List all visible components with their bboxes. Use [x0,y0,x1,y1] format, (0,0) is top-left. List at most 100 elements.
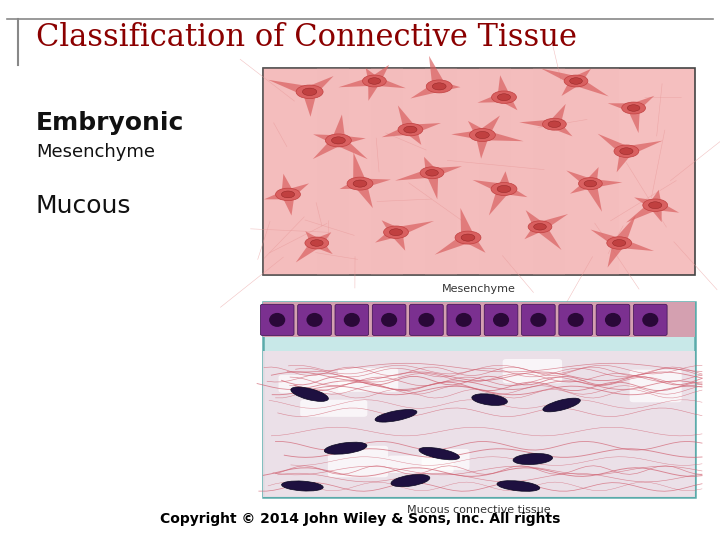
Ellipse shape [543,398,580,412]
Polygon shape [338,135,366,145]
Polygon shape [460,208,474,238]
Ellipse shape [513,454,552,464]
Text: Classification of Connective Tissue: Classification of Connective Tissue [36,22,577,52]
FancyBboxPatch shape [328,446,388,477]
Ellipse shape [391,475,430,487]
Ellipse shape [310,240,323,246]
Polygon shape [398,105,416,131]
FancyBboxPatch shape [263,68,349,275]
Polygon shape [284,184,309,198]
Polygon shape [334,137,368,159]
Polygon shape [268,80,312,97]
Ellipse shape [404,126,417,133]
Polygon shape [649,190,662,206]
FancyBboxPatch shape [335,304,369,335]
Ellipse shape [282,481,323,491]
Polygon shape [585,183,602,212]
FancyBboxPatch shape [263,302,695,338]
Polygon shape [482,130,523,141]
Ellipse shape [420,167,444,179]
Ellipse shape [614,145,639,157]
Text: Mucous connective tissue: Mucous connective tissue [407,505,551,515]
Polygon shape [312,137,343,159]
Polygon shape [451,130,482,140]
Ellipse shape [426,170,438,176]
Ellipse shape [343,313,360,327]
Polygon shape [608,103,634,112]
Polygon shape [475,135,490,159]
FancyBboxPatch shape [297,304,331,335]
Polygon shape [305,76,333,96]
Ellipse shape [570,78,582,84]
Polygon shape [431,166,462,177]
FancyBboxPatch shape [447,304,480,335]
Polygon shape [626,201,659,222]
Ellipse shape [398,124,423,136]
Polygon shape [435,233,472,255]
Ellipse shape [469,129,495,141]
Polygon shape [477,116,500,138]
Polygon shape [572,69,591,84]
Polygon shape [312,240,333,254]
Ellipse shape [607,237,631,249]
FancyBboxPatch shape [503,359,562,383]
Ellipse shape [649,202,662,208]
Polygon shape [598,134,630,155]
Ellipse shape [455,231,481,244]
Polygon shape [567,171,594,187]
FancyBboxPatch shape [634,304,667,335]
FancyBboxPatch shape [300,400,367,417]
Polygon shape [608,242,625,267]
Ellipse shape [324,442,367,454]
Polygon shape [649,204,662,222]
Ellipse shape [584,180,597,187]
Ellipse shape [353,180,367,187]
Ellipse shape [381,313,397,327]
Polygon shape [264,190,289,199]
Ellipse shape [390,229,402,235]
Ellipse shape [497,481,540,491]
FancyBboxPatch shape [559,304,593,335]
Ellipse shape [305,237,328,249]
Polygon shape [366,68,380,83]
Ellipse shape [368,78,381,84]
Polygon shape [634,198,657,210]
Polygon shape [340,179,362,189]
Polygon shape [305,231,322,246]
Ellipse shape [269,313,285,327]
Polygon shape [429,56,446,87]
Ellipse shape [605,313,621,327]
Polygon shape [382,220,400,235]
FancyBboxPatch shape [279,375,350,393]
Polygon shape [653,201,679,213]
Polygon shape [573,77,609,97]
Polygon shape [590,179,622,188]
FancyBboxPatch shape [261,304,294,335]
Polygon shape [618,238,654,251]
Ellipse shape [492,91,516,104]
Ellipse shape [296,85,323,98]
Polygon shape [390,231,405,251]
Ellipse shape [642,313,658,327]
Polygon shape [477,92,505,103]
Polygon shape [369,65,389,83]
FancyBboxPatch shape [596,304,630,335]
Polygon shape [616,150,632,172]
Polygon shape [498,75,510,98]
Polygon shape [313,134,340,145]
Text: Mucous: Mucous [36,194,132,218]
Polygon shape [624,140,662,156]
FancyBboxPatch shape [485,304,518,335]
Ellipse shape [567,313,584,327]
FancyBboxPatch shape [479,68,565,275]
Text: Copyright © 2014 John Wiley & Sons, Inc. All rights: Copyright © 2014 John Wiley & Sons, Inc.… [160,512,560,526]
Polygon shape [426,172,438,199]
Ellipse shape [307,313,323,327]
Ellipse shape [498,94,510,100]
Ellipse shape [276,188,300,200]
Ellipse shape [531,313,546,327]
Ellipse shape [534,224,546,230]
FancyBboxPatch shape [387,456,454,473]
Polygon shape [562,78,581,96]
Polygon shape [359,178,391,188]
